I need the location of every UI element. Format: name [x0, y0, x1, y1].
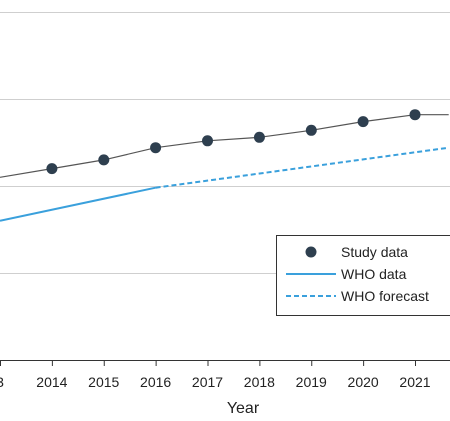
series-layer [0, 109, 449, 222]
legend: Study data WHO data WHO forecast [276, 235, 450, 316]
study-data-point-2019 [305, 124, 317, 136]
x-tick-label-2015: 2015 [88, 374, 119, 390]
study-data-point-2017 [202, 135, 213, 147]
gridlines [0, 12, 450, 274]
x-tick-label-3: 3 [0, 374, 4, 390]
x-axis-title: Year [227, 400, 260, 417]
legend-label-who-forecast: WHO forecast [341, 288, 429, 304]
x-tick-label-2018: 2018 [244, 374, 275, 390]
x-axis [0, 360, 450, 366]
legend-label-study-data: Study data [341, 244, 408, 260]
study-data-point-2021 [409, 109, 421, 121]
series-line-who-forecast [155, 146, 449, 189]
x-tick-labels: 3 2014 2015 2016 2017 2018 2019 2020 2021 [0, 374, 431, 390]
x-tick-label-2016: 2016 [140, 374, 171, 390]
legend-label-who-data: WHO data [341, 266, 407, 282]
series-line-who-data [0, 186, 156, 222]
x-tick-label-2020: 2020 [348, 374, 379, 390]
legend-marker-study-data [305, 246, 317, 258]
x-tick-label-2021: 2021 [399, 374, 430, 390]
study-data-point-2016 [150, 142, 162, 154]
study-data-point-2015 [98, 154, 110, 166]
x-tick-label-2017: 2017 [192, 374, 223, 390]
study-data-point-2014 [46, 163, 58, 175]
study-data-point-2018 [253, 131, 265, 143]
study-data-point-2020 [357, 116, 369, 128]
series-line-study-data [0, 114, 449, 178]
x-tick-label-2014: 2014 [36, 374, 67, 390]
legend-box [276, 235, 450, 316]
x-tick-label-2019: 2019 [296, 374, 327, 390]
